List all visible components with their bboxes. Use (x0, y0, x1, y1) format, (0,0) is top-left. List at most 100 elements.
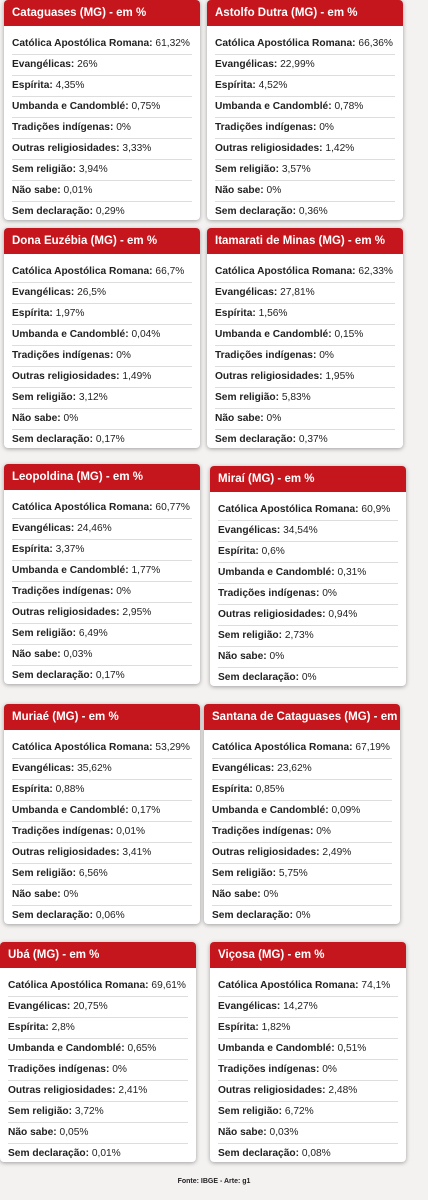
row-value: 0% (112, 1064, 127, 1075)
data-row: Tradições indígenas: 0% (12, 582, 192, 603)
row-value: 0% (295, 910, 311, 921)
data-row: Espírita: 3,37% (12, 540, 192, 561)
data-row: Católica Apostólica Romana: 66,7% (12, 262, 192, 283)
data-row: Umbanda e Candomblé: 0,51% (218, 1039, 398, 1060)
data-row: Não sabe: 0,03% (218, 1123, 398, 1144)
row-label: Sem religião: (212, 868, 276, 879)
row-label: Tradições indígenas: (212, 826, 314, 837)
row-value: 0,29% (95, 206, 125, 217)
row-label: Sem declaração: (215, 206, 296, 217)
data-row: Umbanda e Candomblé: 1,77% (12, 561, 192, 582)
data-row: Evangélicas: 27,81% (215, 283, 395, 304)
card-title: Miraí (MG) - em % (210, 466, 406, 492)
data-row: Católica Apostólica Romana: 62,33% (215, 262, 395, 283)
row-label: Espírita: (212, 784, 253, 795)
data-row: Espírita: 0,88% (12, 780, 192, 801)
row-value: 0,75% (131, 101, 161, 112)
data-row: Não sabe: 0,03% (12, 645, 192, 666)
row-value: 2,41% (118, 1085, 148, 1096)
row-value: 1,42% (325, 143, 355, 154)
row-value: 0,36% (298, 206, 328, 217)
row-value: 5,83% (281, 392, 311, 403)
row-value: 0% (319, 122, 334, 133)
data-row: Sem religião: 3,72% (8, 1102, 188, 1123)
row-label: Evangélicas: (215, 287, 278, 298)
info-card: Astolfo Dutra (MG) - em % Católica Apostó… (207, 0, 403, 220)
row-value: 26% (77, 59, 98, 70)
card-title: Muriaé (MG) - em % (4, 704, 200, 730)
row-value: 1,77% (131, 565, 161, 576)
row-value: 1,97% (55, 308, 85, 319)
row-value: 3,94% (78, 164, 108, 175)
row-label: Não sabe: (218, 1127, 267, 1138)
data-row: Católica Apostólica Romana: 66,36% (215, 34, 395, 55)
data-row: Evangélicas: 14,27% (218, 997, 398, 1018)
data-row: Católica Apostólica Romana: 74,1% (218, 976, 398, 997)
data-row: Tradições indígenas: 0% (12, 346, 192, 367)
data-row: Espírita: 0,6% (218, 542, 398, 563)
data-row: Outras religiosidades: 1,49% (12, 367, 192, 388)
data-row: Outras religiosidades: 1,42% (215, 139, 395, 160)
row-value: 0,85% (255, 784, 285, 795)
data-row: Umbanda e Candomblé: 0,17% (12, 801, 192, 822)
row-label: Católica Apostólica Romana: (218, 980, 359, 991)
row-value: 0,17% (95, 670, 125, 681)
data-row: Umbanda e Candomblé: 0,09% (212, 801, 392, 822)
data-row: Sem declaração: 0,06% (12, 906, 192, 924)
row-label: Umbanda e Candomblé: (212, 805, 329, 816)
row-label: Não sabe: (12, 413, 61, 424)
data-row: Sem declaração: 0,17% (12, 666, 192, 684)
row-label: Espírita: (12, 308, 53, 319)
row-value: 62,33% (358, 266, 393, 277)
data-row: Umbanda e Candomblé: 0,04% (12, 325, 192, 346)
row-label: Espírita: (215, 308, 256, 319)
info-card: Muriaé (MG) - em % Católica Apostólica Ro… (4, 704, 200, 924)
data-row: Sem religião: 6,56% (12, 864, 192, 885)
card-title: Itamarati de Minas (MG) - em % (207, 228, 403, 254)
row-value: 0,03% (63, 649, 93, 660)
row-label: Sem declaração: (12, 670, 93, 681)
row-value: 3,37% (55, 544, 85, 555)
row-label: Católica Apostólica Romana: (12, 502, 153, 513)
row-label: Umbanda e Candomblé: (12, 329, 129, 340)
data-row: Tradições indígenas: 0% (8, 1060, 188, 1081)
row-label: Umbanda e Candomblé: (218, 1043, 335, 1054)
row-label: Católica Apostólica Romana: (12, 266, 153, 277)
row-label: Católica Apostólica Romana: (12, 742, 153, 753)
row-value: 4,52% (258, 80, 288, 91)
row-value: 53,29% (155, 742, 190, 753)
data-row: Outras religiosidades: 0,94% (218, 605, 398, 626)
row-value: 26,5% (77, 287, 107, 298)
data-row: Católica Apostólica Romana: 69,61% (8, 976, 188, 997)
data-row: Espírita: 1,97% (12, 304, 192, 325)
row-label: Sem declaração: (8, 1148, 89, 1159)
row-label: Umbanda e Candomblé: (215, 329, 332, 340)
row-label: Outras religiosidades: (215, 371, 323, 382)
row-label: Espírita: (218, 546, 259, 557)
card-title: Viçosa (MG) - em % (210, 942, 406, 968)
row-label: Não sabe: (215, 413, 264, 424)
row-label: Não sabe: (212, 889, 261, 900)
row-label: Evangélicas: (8, 1001, 71, 1012)
row-value: 2,49% (322, 847, 352, 858)
data-row: Sem religião: 6,72% (218, 1102, 398, 1123)
data-row: Evangélicas: 22,99% (215, 55, 395, 76)
row-label: Umbanda e Candomblé: (12, 565, 129, 576)
data-row: Católica Apostólica Romana: 67,19% (212, 738, 392, 759)
row-label: Tradições indígenas: (12, 350, 114, 361)
data-row: Outras religiosidades: 2,95% (12, 603, 192, 624)
row-value: 3,57% (281, 164, 311, 175)
row-label: Sem declaração: (215, 434, 296, 445)
row-label: Católica Apostólica Romana: (8, 980, 149, 991)
info-card: Viçosa (MG) - em % Católica Apostólica Ro… (210, 942, 406, 1162)
data-row: Umbanda e Candomblé: 0,15% (215, 325, 395, 346)
row-label: Espírita: (12, 784, 53, 795)
row-value: 0% (116, 586, 131, 597)
row-value: 0% (266, 185, 282, 196)
row-label: Não sabe: (218, 651, 267, 662)
row-value: 0,05% (59, 1127, 89, 1138)
row-value: 24,46% (77, 523, 112, 534)
row-label: Outras religiosidades: (12, 143, 120, 154)
data-row: Evangélicas: 26% (12, 55, 192, 76)
